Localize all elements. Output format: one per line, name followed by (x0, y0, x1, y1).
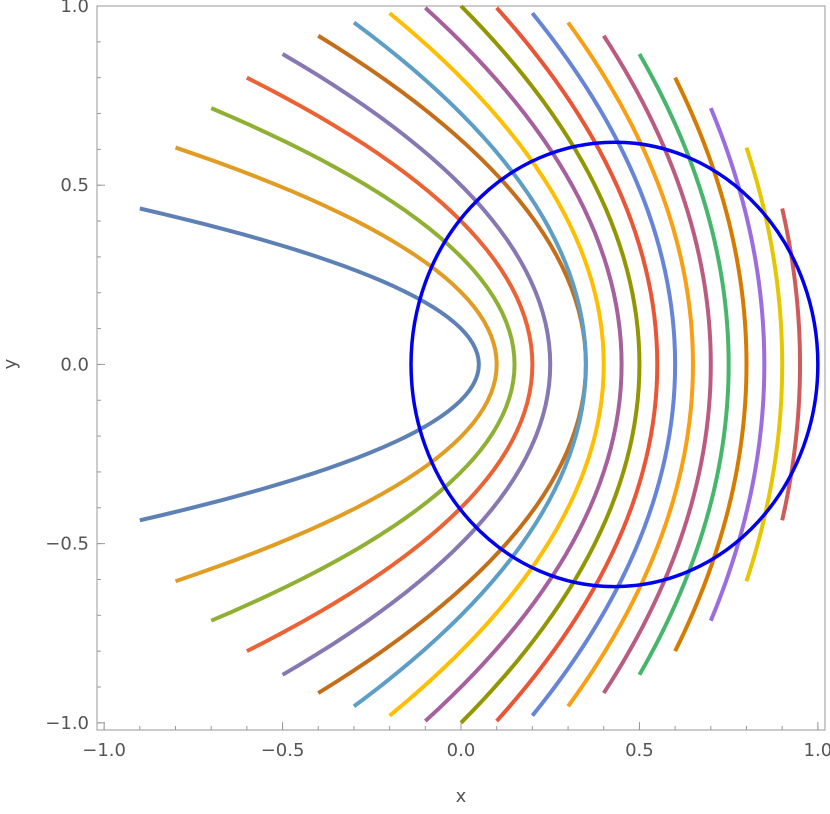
curve-series-10 (459, 4, 642, 725)
ellipse-layer (409, 140, 820, 589)
y-tick-label: 0.0 (60, 354, 89, 375)
y-tick-label: −1.0 (45, 713, 89, 734)
x-tick-label: 0.5 (625, 740, 654, 761)
x-tick-label: −0.5 (261, 740, 305, 761)
curve-series-12 (530, 11, 678, 717)
y-tick-label: −0.5 (45, 534, 89, 555)
x-tick-label: −1.0 (82, 740, 126, 761)
x-axis-ticks: −1.0 −0.5 0.0 0.5 1.0 (82, 722, 830, 761)
curves-layer (139, 4, 803, 725)
curve-series-9 (423, 6, 624, 723)
x-axis-label: x (456, 786, 467, 807)
curve-series-8 (388, 11, 606, 718)
x-tick-label: 0.0 (447, 740, 476, 761)
y-tick-label: 1.0 (60, 0, 89, 17)
curve-series-1 (139, 206, 481, 523)
ellipse-series (409, 140, 820, 589)
curve-series-16 (673, 76, 749, 653)
curve-series-6 (317, 34, 588, 695)
curve-series-5 (281, 52, 553, 677)
y-tick-label: 0.5 (60, 175, 89, 196)
curve-series-19 (780, 208, 803, 521)
y-axis-ticks: −1.0 −0.5 0.0 0.5 1.0 (45, 0, 105, 734)
curve-series-3 (210, 106, 517, 623)
curve-series-2 (174, 145, 499, 584)
curve-series-14 (602, 34, 713, 695)
x-tick-label: 1.0 (804, 740, 830, 761)
curve-series-13 (566, 21, 695, 708)
curve-series-11 (495, 6, 660, 723)
curve-series-4 (245, 75, 535, 653)
curve-series-7 (352, 20, 588, 708)
curve-series-17 (708, 107, 767, 622)
y-axis-label: y (0, 358, 21, 369)
curve-series-18 (744, 146, 785, 582)
